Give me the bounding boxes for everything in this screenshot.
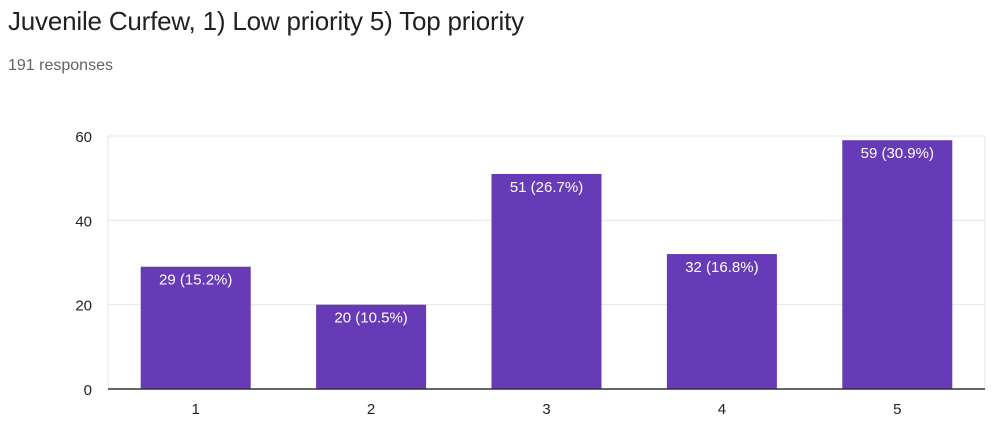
y-tick-label: 60	[75, 129, 92, 146]
bar	[140, 266, 251, 389]
question-header: Juvenile Curfew, 1) Low priority 5) Top …	[8, 6, 990, 75]
x-tick-label: 2	[367, 401, 375, 418]
y-tick-label: 0	[84, 382, 92, 399]
response-count: 191 responses	[8, 57, 113, 74]
bar	[666, 254, 777, 389]
bar	[491, 173, 602, 389]
bar-data-label: 29 (15.2%)	[159, 272, 232, 289]
bar-data-label: 20 (10.5%)	[334, 310, 407, 327]
bar-data-label: 59 (30.9%)	[861, 145, 934, 162]
x-tick-label: 1	[192, 401, 200, 418]
bar-data-label: 51 (26.7%)	[510, 179, 583, 196]
x-tick-label: 3	[542, 401, 550, 418]
bar	[316, 304, 427, 389]
bar	[842, 140, 953, 389]
bar-data-label: 32 (16.8%)	[685, 259, 758, 276]
x-tick-label: 4	[718, 401, 726, 418]
y-tick-label: 20	[75, 298, 92, 315]
x-tick-label: 5	[893, 401, 901, 418]
y-tick-label: 40	[75, 213, 92, 230]
question-title: Juvenile Curfew, 1) Low priority 5) Top …	[8, 6, 524, 36]
